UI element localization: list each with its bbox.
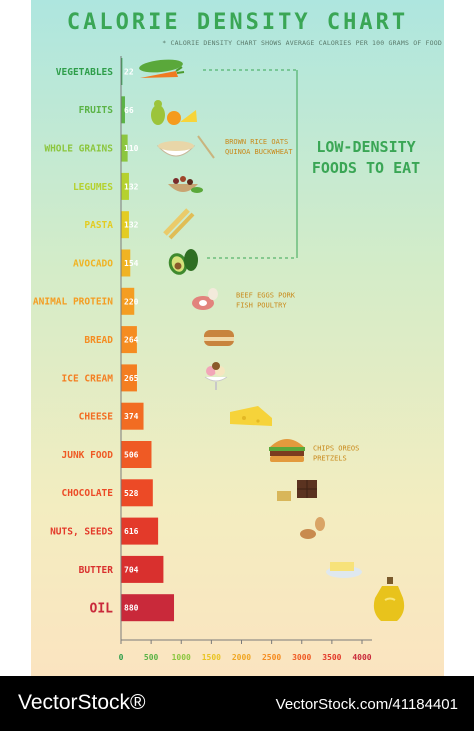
category-label: PASTA [84, 220, 113, 231]
animal-protein-icon [192, 288, 218, 310]
image-reference: VectorStock.com/41184401 [275, 696, 458, 713]
bar [121, 326, 137, 354]
bar [121, 96, 125, 124]
x-tick-label: 0 [119, 653, 124, 662]
category-label: OIL [90, 601, 114, 616]
value-label: 616 [124, 527, 139, 536]
x-tick-label: 4000 [352, 653, 371, 662]
category-label: WHOLE GRAINS [44, 144, 113, 155]
category-label: JUNK FOOD [62, 450, 114, 461]
cheese-icon [230, 406, 272, 426]
whole-grains-icon [156, 135, 215, 159]
category-label: BREAD [84, 335, 113, 346]
category-label: LEGUMES [73, 182, 113, 193]
value-label: 528 [124, 489, 139, 498]
bar [121, 172, 129, 200]
category-label: NUTS, SEEDS [50, 527, 113, 538]
bread-icon [204, 330, 234, 346]
value-label: 880 [124, 604, 139, 613]
value-label: 110 [124, 144, 139, 153]
low-density-bracket [203, 69, 298, 259]
bar [121, 211, 129, 239]
bar [121, 58, 123, 85]
avocado-icon [168, 249, 198, 275]
bar [121, 594, 175, 622]
value-label: 154 [124, 259, 139, 268]
bar [121, 479, 153, 507]
value-label: 264 [124, 336, 139, 345]
chart-subtitle: * CALORIE DENSITY CHART SHOWS AVERAGE CA… [162, 39, 442, 47]
note-text: BEEF EGGS PORK [236, 291, 296, 299]
note-text: CHIPS OREOS [313, 445, 359, 453]
callout-line-1: LOW-DENSITY [316, 138, 416, 156]
value-label: 132 [124, 182, 139, 191]
fruits-icon [151, 100, 197, 125]
callout-line-2: FOODS TO EAT [311, 159, 421, 177]
bar [121, 249, 131, 277]
category-label: CHEESE [79, 412, 114, 423]
ice-cream-icon [204, 362, 228, 390]
x-tick-label: 2500 [262, 653, 281, 662]
bar [121, 134, 128, 162]
value-label: 704 [124, 565, 139, 574]
category-label: ICE CREAM [62, 373, 114, 384]
category-label: ANIMAL PROTEIN [33, 297, 113, 308]
bar [121, 364, 137, 392]
x-tick-label: 500 [144, 653, 159, 662]
nuts-seeds-icon [300, 517, 325, 539]
bar [121, 402, 144, 430]
junk-food-icon [269, 439, 305, 462]
butter-icon [326, 562, 362, 578]
chart-background [31, 0, 444, 676]
x-tick-label: 2000 [232, 653, 251, 662]
bars: VEGETABLES 22 FRUITS 66 WHOLE GRAINS 110 LEGUM… [33, 58, 175, 622]
note-text: QUINOA BUCKWHEAT [225, 148, 293, 156]
bar-chart: VEGETABLES 22 FRUITS 66 WHOLE GRAINS 110 LEGUM… [33, 56, 405, 662]
x-tick-label: 1500 [202, 653, 221, 662]
value-label: 506 [124, 451, 139, 460]
bar [121, 441, 152, 468]
note-text: PRETZELS [313, 455, 347, 463]
x-tick-label: 3500 [322, 653, 341, 662]
legumes-icon [168, 176, 203, 193]
value-label: 132 [124, 221, 139, 230]
chart-title: CALORIE DENSITY CHART [66, 10, 409, 35]
brand-logo-text: VectorStock® [18, 691, 146, 714]
category-label: VEGETABLES [56, 67, 113, 78]
x-tick-label: 3000 [292, 653, 311, 662]
food-icons [139, 59, 405, 621]
category-label: BUTTER [79, 565, 114, 576]
x-tick-label: 1000 [172, 653, 191, 662]
value-label: 66 [124, 106, 134, 115]
bar [121, 287, 135, 315]
note-text: BROWN RICE OATS [225, 138, 288, 146]
category-label: FRUITS [79, 105, 114, 116]
oil-icon [373, 577, 405, 621]
footer-bar [0, 676, 474, 731]
bar [121, 555, 164, 583]
chocolate-icon [277, 480, 317, 501]
value-label: 220 [124, 297, 139, 306]
category-label: CHOCOLATE [62, 488, 114, 499]
value-label: 374 [124, 412, 139, 421]
category-label: AVOCADO [73, 258, 113, 269]
value-label: 22 [124, 68, 134, 77]
note-text: FISH POULTRY [236, 301, 287, 309]
category-notes: BROWN RICE OATS QUINOA BUCKWHEAT BEEF EGGS… [225, 138, 359, 462]
low-density-callout: LOW-DENSITY FOODS TO EAT [306, 137, 426, 179]
bar [121, 517, 159, 545]
pasta-icon [163, 208, 195, 240]
value-label: 265 [124, 374, 139, 383]
x-axis: 0 500 1000 1500 2000 2500 3000 3500 4000 [119, 56, 372, 662]
vegetables-icon [139, 59, 185, 78]
